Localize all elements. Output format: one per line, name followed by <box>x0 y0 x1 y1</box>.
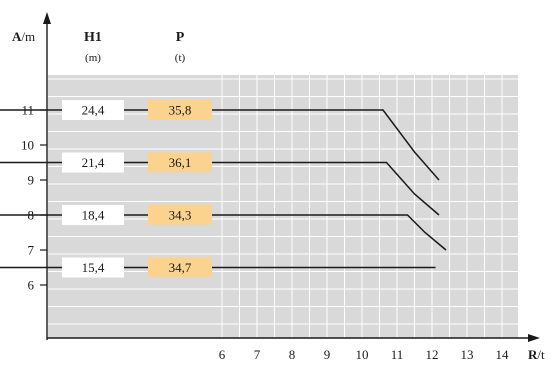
h1-value: 15,4 <box>82 260 105 275</box>
p-cell <box>148 152 212 173</box>
x-axis-arrow <box>528 334 540 342</box>
y-tick-label: 8 <box>28 208 35 223</box>
p-value: 35,8 <box>169 103 192 118</box>
p-value: 34,3 <box>169 208 192 223</box>
h1-cell <box>62 205 124 225</box>
y-tick-label: 9 <box>28 173 35 188</box>
p-value: 34,7 <box>169 260 192 275</box>
x-tick-label: 11 <box>391 347 404 362</box>
y-axis-arrow <box>43 12 51 24</box>
chart-labels: 6 7 8 9 10 11 6 7 8 9 10 11 12 13 14 A/m R/t H1 (m) P (t) 24,… <box>12 29 545 362</box>
grid-background <box>48 75 518 338</box>
y-tick-label: 6 <box>28 278 35 293</box>
x-tick-label: 13 <box>461 347 474 362</box>
x-axis-label: R/t <box>528 347 545 362</box>
x-tick-label: 6 <box>219 347 226 362</box>
h1-value: 21,4 <box>82 155 105 170</box>
p-cell <box>148 205 212 225</box>
x-tick-label: 10 <box>356 347 369 362</box>
p-value: 36,1 <box>169 155 192 170</box>
x-tick-label: 8 <box>289 347 296 362</box>
p-cell <box>148 257 212 278</box>
column-header: P <box>176 30 185 45</box>
h1-cell <box>62 152 124 173</box>
x-tick-label: 9 <box>324 347 331 362</box>
chart-grid <box>48 75 518 338</box>
x-tick-label: 12 <box>426 347 439 362</box>
h1-value: 24,4 <box>82 103 105 118</box>
column-unit: (m) <box>85 52 101 64</box>
x-tick-label: 14 <box>496 347 510 362</box>
p-cell <box>148 100 212 120</box>
column-header: H1 <box>84 30 102 45</box>
y-tick-label: 10 <box>21 138 34 153</box>
value-cells <box>62 100 212 278</box>
column-unit: (t) <box>175 52 186 64</box>
h1-cell <box>62 257 124 278</box>
h1-value: 18,4 <box>82 208 105 223</box>
x-tick-label: 7 <box>254 347 261 362</box>
y-tick-label: 11 <box>21 103 34 118</box>
h1-cell <box>62 100 124 120</box>
y-tick-label: 7 <box>28 243 35 258</box>
y-axis-label: A/m <box>12 29 35 44</box>
